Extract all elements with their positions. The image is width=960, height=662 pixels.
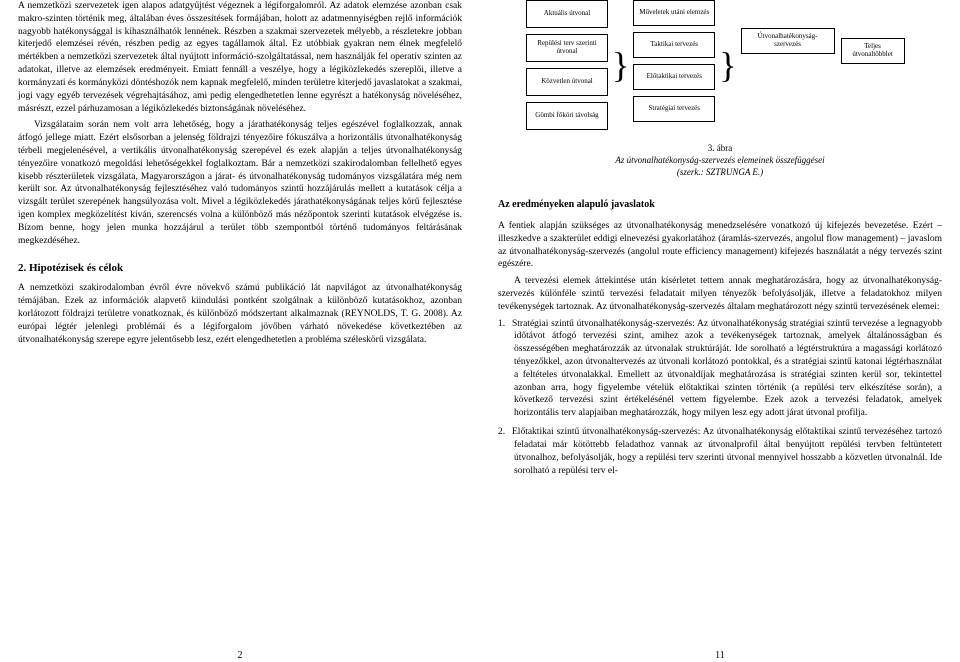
diagram-node: Előtaktikai tervezés (633, 64, 715, 90)
subsection-heading: Az eredményeken alapuló javaslatok (498, 198, 942, 212)
figure-author: (szerk.: SZTRUNGA E.) (677, 167, 763, 177)
list-item-text: Előtaktikai szintű útvonalhatékonyság-sz… (512, 427, 942, 475)
diagram-node: Aktuális útvonal (526, 0, 608, 28)
diagram-node: Közvetlen útvonal (526, 68, 608, 96)
body-paragraph: A nemzetközi szervezetek igen alapos ada… (18, 0, 462, 115)
figure-title: Az útvonalhatékonyság-szervezés elemeine… (615, 155, 824, 165)
flow-diagram: Aktuális útvonal Repülési terv szerinti … (498, 0, 942, 130)
list-item-text: Stratégiai szintű útvonalhatékonyság-sze… (512, 319, 942, 419)
list-item: 1.Stratégiai szintű útvonalhatékonyság-s… (498, 318, 942, 421)
diagram-node: Útvonalhatékonyság-szervezés (741, 28, 835, 54)
diagram-column: Aktuális útvonal Repülési terv szerinti … (526, 0, 608, 130)
figure-caption: 3. ábra Az útvonalhatékonyság-szervezés … (498, 142, 942, 178)
diagram-node: Stratégiai tervezés (633, 96, 715, 122)
brace-icon: } (612, 47, 629, 83)
brace-icon: } (719, 47, 736, 83)
diagram-node: Taktikai tervezés (633, 32, 715, 58)
body-paragraph: A tervezési elemek áttekintése után kísé… (498, 275, 942, 313)
body-paragraph: A nemzetközi szakirodalomban évről évre … (18, 282, 462, 346)
page-number: 11 (498, 639, 942, 662)
diagram-column: Útvonalhatékonyság-szervezés (741, 28, 835, 54)
page-number: 2 (18, 639, 462, 662)
diagram-node: Műveletek utáni elemzés (633, 0, 715, 26)
diagram-node: Gömbi főköri távolság (526, 102, 608, 130)
diagram-node: Repülési terv szerinti útvonal (526, 34, 608, 62)
diagram-column: Teljes útvonaltöbblet (841, 0, 905, 64)
section-heading: 2. Hipotézisek és célok (18, 261, 462, 276)
diagram-node: Teljes útvonaltöbblet (841, 38, 905, 64)
body-paragraph: Vizsgálataim során nem volt arra lehetős… (18, 119, 462, 247)
diagram-column: Műveletek utáni elemzés Taktikai tervezé… (633, 0, 715, 122)
body-paragraph: A fentiek alapján szükséges az útvonalha… (498, 220, 942, 271)
figure-number: 3. ábra (708, 143, 733, 153)
list-item: 2.Előtaktikai szintű útvonalhatékonyság-… (498, 426, 942, 477)
